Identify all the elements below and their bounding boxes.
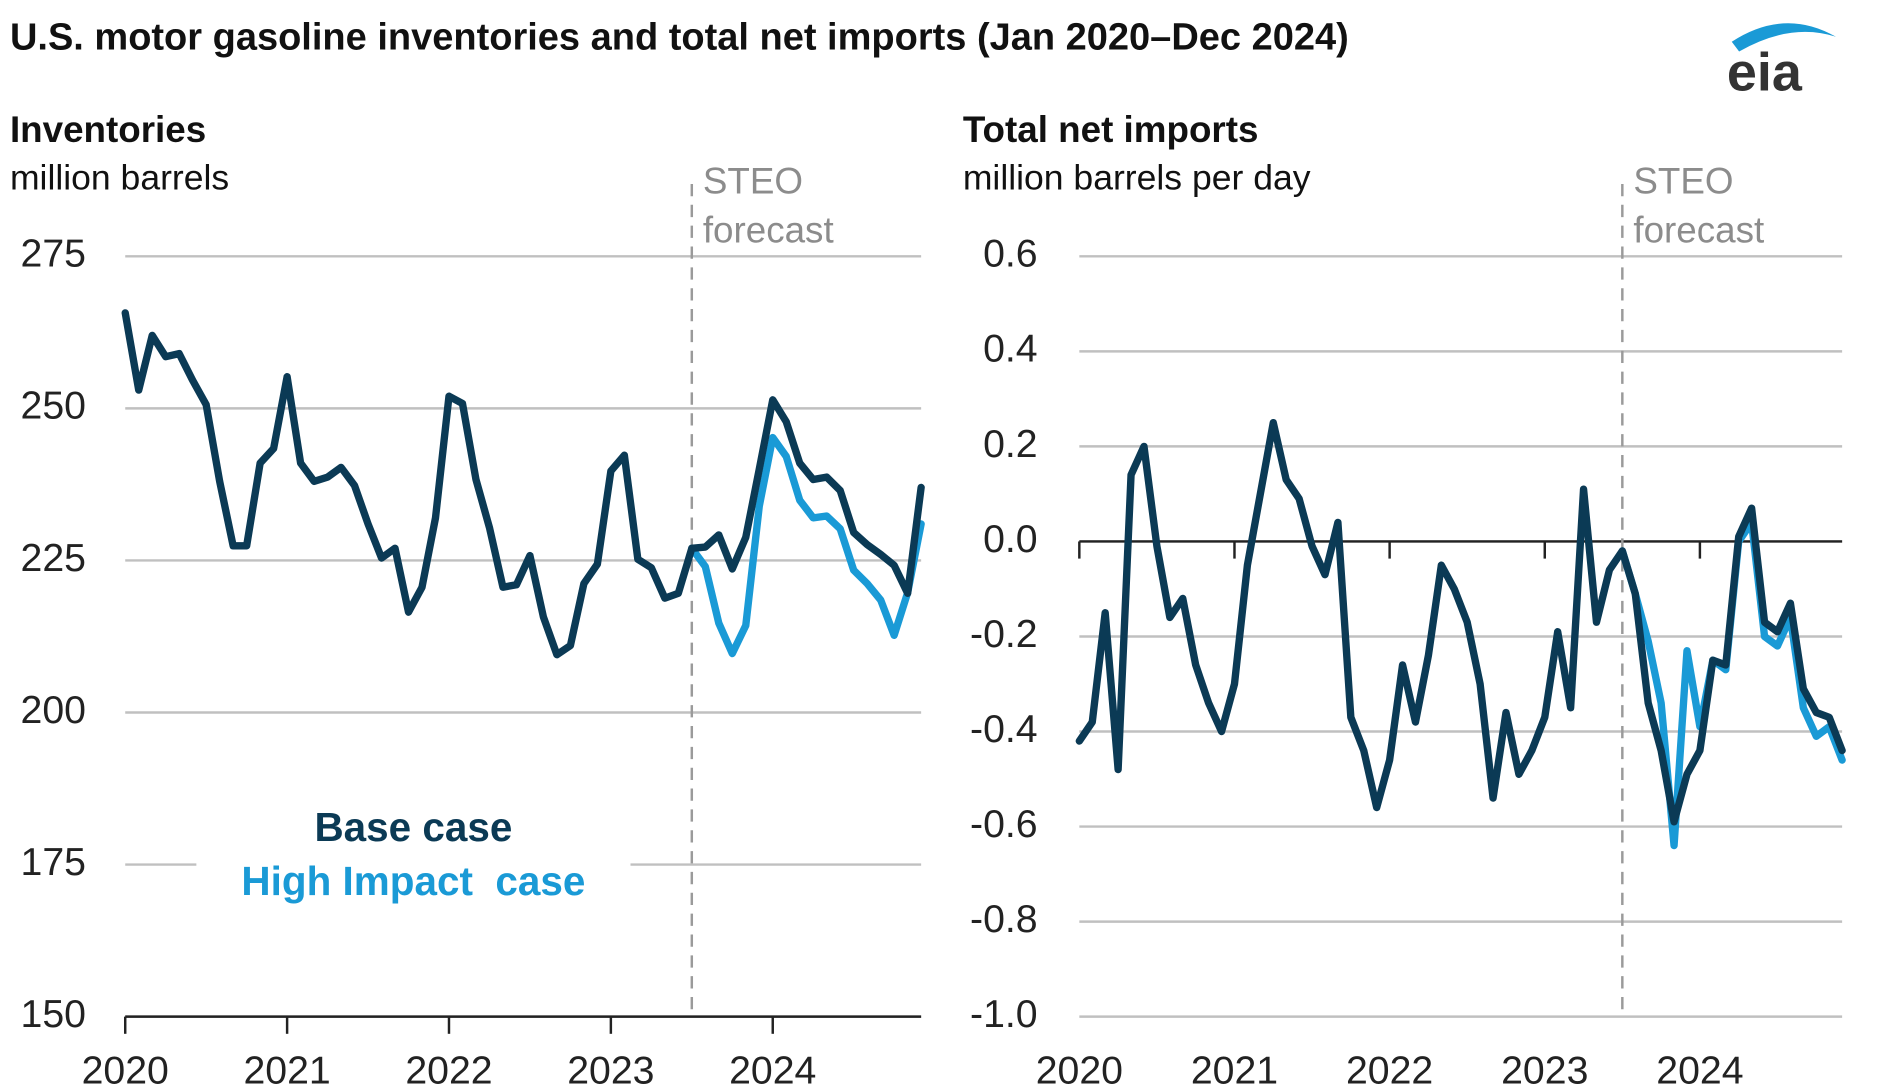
y-tick-label: 0.4 xyxy=(983,327,1038,371)
y-tick-label: 0.2 xyxy=(983,422,1038,466)
series-line xyxy=(121,309,925,659)
forecast-label: forecast xyxy=(1633,210,1764,251)
x-tick-label: 2021 xyxy=(243,1048,330,1089)
y-tick-label: 250 xyxy=(21,384,86,428)
series-line xyxy=(688,433,925,658)
x-tick-label: 2023 xyxy=(567,1048,654,1089)
forecast-label: STEO xyxy=(1633,161,1733,202)
y-tick-label: 200 xyxy=(21,688,86,732)
legend-entry: Base case xyxy=(314,804,512,850)
y-tick-label: -0.6 xyxy=(970,802,1038,846)
y-tick-label: -0.8 xyxy=(970,897,1038,941)
y-tick-label: 275 xyxy=(21,232,86,276)
y-tick-label: 175 xyxy=(21,840,86,884)
axis-unit: million barrels per day xyxy=(963,158,1311,198)
x-tick-label: 2020 xyxy=(1036,1048,1123,1089)
x-tick-label: 2022 xyxy=(405,1048,492,1089)
y-tick-label: 0.0 xyxy=(983,517,1038,561)
chart-title: Inventories xyxy=(10,109,206,150)
y-tick-label: -0.4 xyxy=(970,707,1038,751)
figure-title: U.S. motor gasoline inventories and tota… xyxy=(10,16,1349,58)
legend-entry: High Impact case xyxy=(241,858,585,904)
x-tick-label: 2024 xyxy=(729,1048,816,1089)
logo-text: eia xyxy=(1727,42,1803,102)
x-tick-label: 2021 xyxy=(1191,1048,1278,1089)
y-tick-label: -0.2 xyxy=(970,612,1038,656)
chart-title: Total net imports xyxy=(963,109,1259,150)
forecast-label: STEO xyxy=(703,161,803,202)
y-tick-label: 225 xyxy=(21,536,86,580)
series-line xyxy=(1075,418,1846,826)
forecast-label: forecast xyxy=(703,210,834,251)
y-tick-label: -1.0 xyxy=(970,992,1038,1036)
y-tick-label: 0.6 xyxy=(983,232,1038,276)
legend-background xyxy=(196,799,631,915)
x-tick-label: 2020 xyxy=(82,1048,169,1089)
x-tick-label: 2023 xyxy=(1501,1048,1588,1089)
x-tick-label: 2022 xyxy=(1346,1048,1433,1089)
x-tick-label: 2024 xyxy=(1656,1048,1743,1089)
logo-swoosh xyxy=(1731,23,1836,52)
y-tick-label: 150 xyxy=(21,992,86,1036)
axis-unit: million barrels xyxy=(10,158,229,198)
